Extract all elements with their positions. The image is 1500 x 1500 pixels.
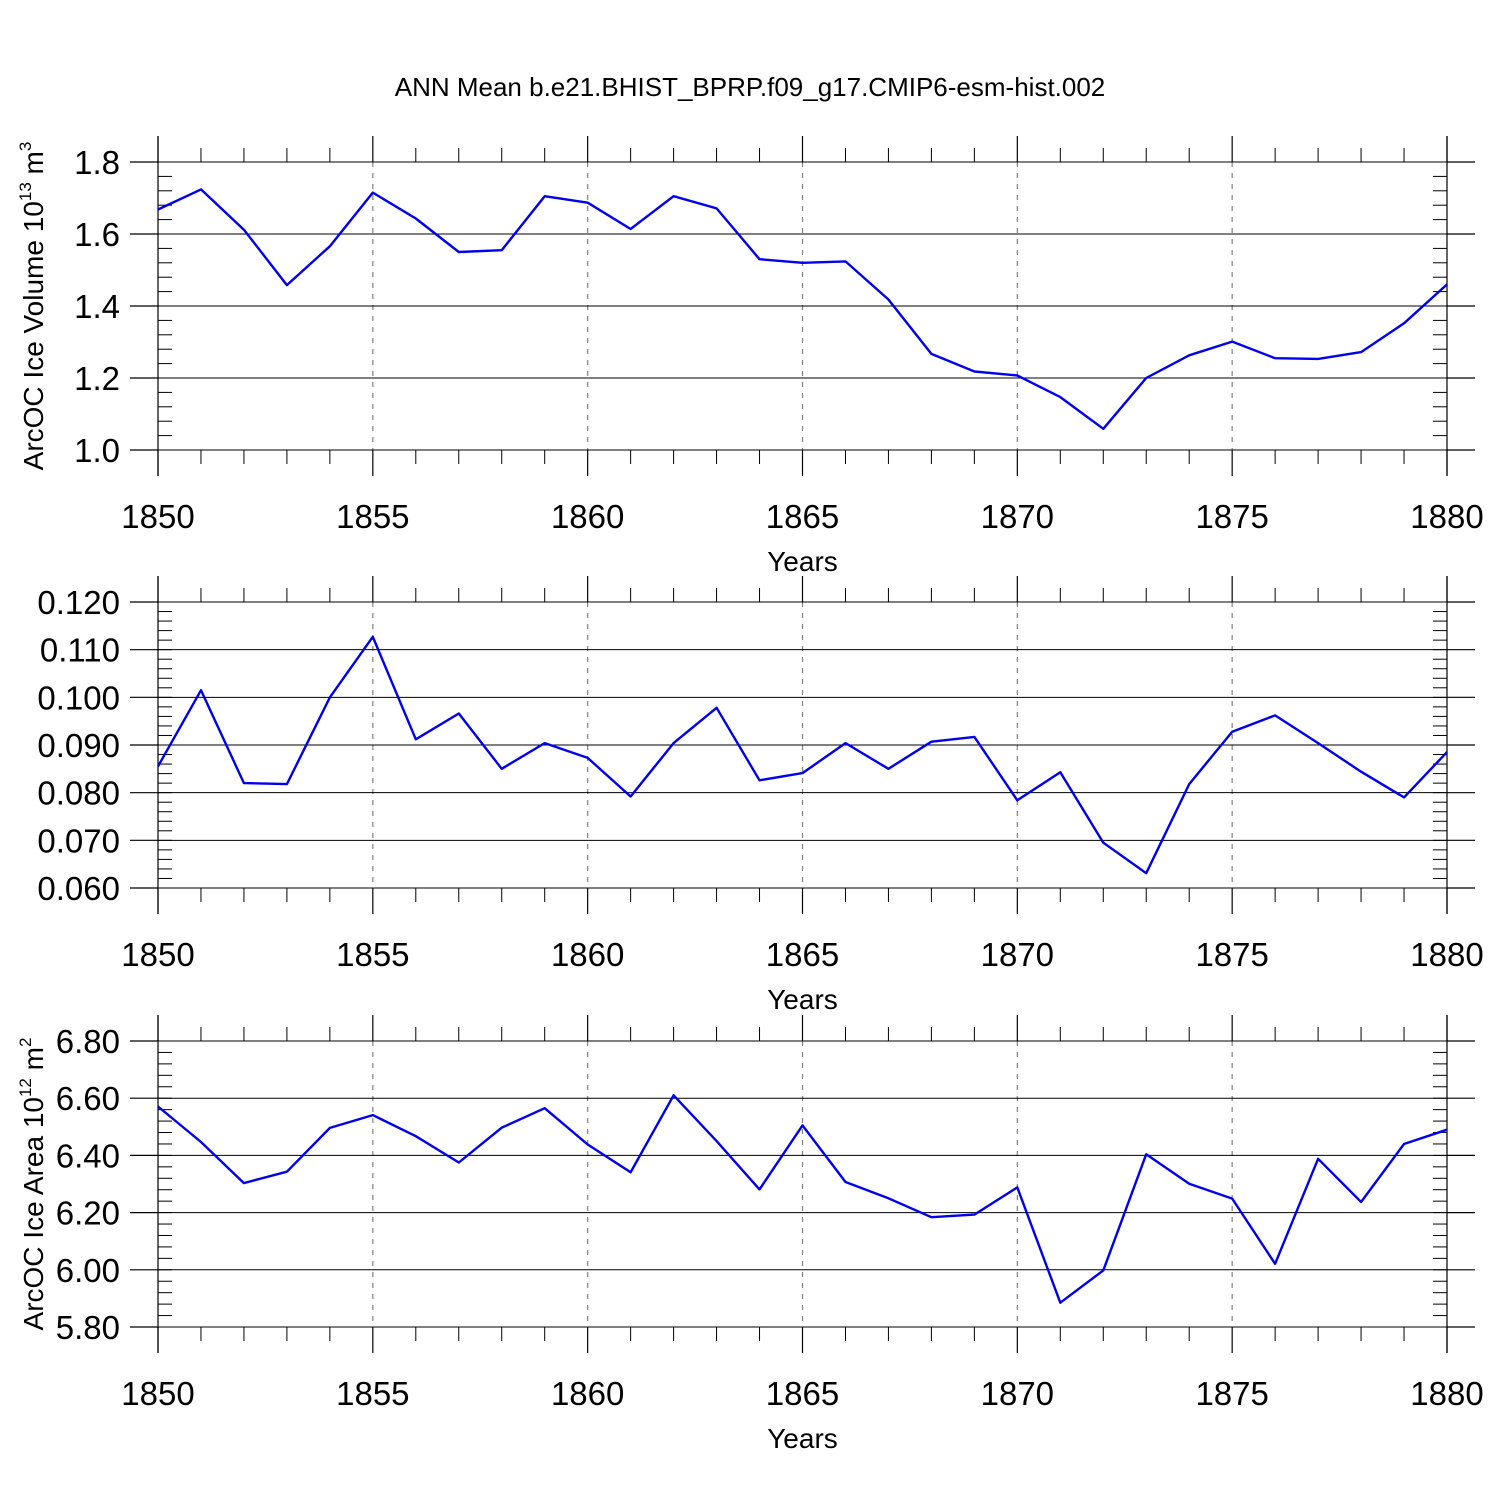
y-axis-label-text: ArcOC Ice Area 10 (18, 1097, 49, 1330)
y-tick-label: 0.110 (40, 632, 120, 669)
x-tick-label: 1860 (551, 1375, 624, 1412)
x-tick-label: 1860 (551, 498, 624, 535)
x-tick-label: 1855 (336, 1375, 409, 1412)
y-axis-label-unit: m (18, 1047, 49, 1078)
y-tick-label: 0.090 (37, 727, 120, 764)
series-line (157, 1094, 1448, 1304)
y-tick-label: 6.60 (56, 1080, 120, 1117)
x-tick-label: 1875 (1195, 936, 1268, 973)
x-axis-label: Years (767, 984, 838, 1015)
y-tick-label: 6.80 (56, 1023, 120, 1060)
y-tick-label: 1.8 (74, 144, 120, 181)
y-axis-label-unit: m (18, 151, 49, 182)
x-tick-label: 1875 (1195, 498, 1268, 535)
x-tick-label: 1855 (336, 498, 409, 535)
y-tick-label: 1.4 (74, 288, 120, 325)
series-line (157, 188, 1448, 430)
panel-3: 5.80 6.00 6.20 6.40 6.60 6.80 1850 1855 1860 1865… (16, 1015, 1484, 1454)
x-axis-label: Years (767, 546, 838, 577)
x-tick-label: 1870 (981, 936, 1054, 973)
panel-2: 0.060 0.070 0.080 0.090 0.100 0.110 0.120 1850 1… (37, 576, 1484, 1015)
y-tick-label: 0.060 (37, 870, 120, 907)
y-tick-label: 0.070 (37, 822, 120, 859)
y-tick-label: 1.0 (74, 432, 120, 469)
y-axis-label-exponent: 13 (16, 182, 35, 201)
y-tick-label: 1.2 (74, 360, 120, 397)
x-tick-label: 1855 (336, 936, 409, 973)
y-tick-label: 0.120 (37, 584, 120, 621)
series-line (156, 635, 1448, 875)
y-tick-label: 0.100 (37, 679, 120, 716)
x-tick-label: 1860 (551, 936, 624, 973)
y-tick-label: 1.6 (74, 216, 120, 253)
y-tick-label: 6.40 (56, 1137, 120, 1174)
y-axis-label-unit-exponent: 3 (16, 142, 35, 151)
y-axis-label: ArcOC Ice Area 1012 m2 (16, 1038, 49, 1331)
panel-1: 1.0 1.2 1.4 1.6 1.8 1850 1855 1860 1865 1870 1875 1… (16, 136, 1484, 577)
x-tick-label: 1850 (121, 936, 194, 973)
y-axis-label-unit-exponent: 2 (16, 1038, 35, 1047)
x-axis-label: Years (767, 1423, 838, 1454)
x-tick-label: 1870 (981, 498, 1054, 535)
y-tick-label: 6.20 (56, 1195, 120, 1232)
x-tick-label: 1865 (766, 498, 839, 535)
y-axis-label-exponent: 12 (16, 1078, 35, 1097)
x-tick-label: 1865 (766, 936, 839, 973)
y-tick-label: 0.080 (37, 775, 120, 812)
x-tick-label: 1875 (1195, 1375, 1268, 1412)
x-tick-label: 1880 (1410, 936, 1483, 973)
y-tick-label: 5.80 (56, 1309, 120, 1346)
y-axis-label: ArcOC Ice Volume 1013 m3 (16, 142, 49, 471)
y-tick-label: 6.00 (56, 1252, 120, 1289)
x-tick-label: 1870 (981, 1375, 1054, 1412)
x-tick-label: 1850 (121, 1375, 194, 1412)
x-tick-label: 1850 (121, 498, 194, 535)
chart-title: ANN Mean b.e21.BHIST_BPRP.f09_g17.CMIP6-… (395, 72, 1106, 102)
x-tick-label: 1865 (766, 1375, 839, 1412)
x-tick-label: 1880 (1410, 498, 1483, 535)
y-axis-label-text: ArcOC Ice Volume 10 (18, 201, 49, 470)
x-tick-label: 1880 (1410, 1375, 1483, 1412)
